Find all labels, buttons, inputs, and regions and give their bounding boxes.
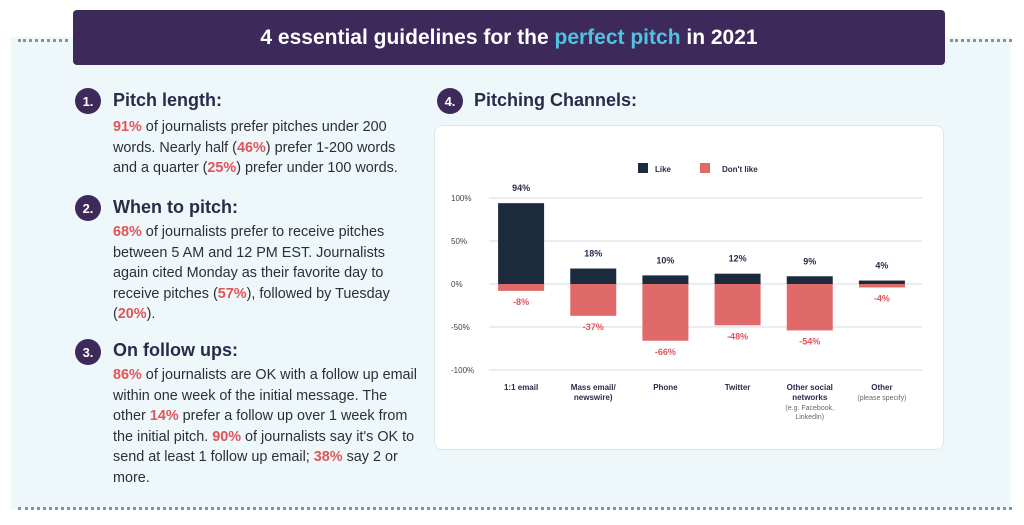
bar-like — [498, 203, 545, 284]
highlight-stat: 20% — [117, 306, 147, 322]
x-category-label: Other social — [787, 383, 833, 392]
dotted-divider — [18, 507, 1012, 510]
highlight-stat: 46% — [236, 139, 266, 156]
paragraph-text: of journalists prefer to receive pitches… — [113, 224, 385, 302]
section-title: When to pitch: — [113, 197, 238, 217]
dotted-divider — [18, 39, 68, 42]
bar-dont-like — [498, 284, 545, 291]
bar-like — [786, 276, 833, 284]
section-number-badge: 3. — [75, 339, 101, 365]
highlight-stat: 14% — [149, 408, 179, 424]
y-tick-label: -100% — [451, 366, 474, 375]
paragraph-text: ), followed by Tuesday ( — [113, 285, 390, 323]
highlight-stat: 91% — [113, 119, 142, 135]
x-category-sublabel: (please specify) — [857, 395, 906, 402]
highlight-stat: 68% — [113, 224, 142, 240]
data-label-like: 9% — [803, 256, 816, 266]
bar-like — [714, 273, 761, 284]
section-paragraph: 91% of journalists prefer pitches under … — [113, 117, 423, 179]
bar-dont-like — [714, 284, 761, 326]
section-title: Pitch length: — [113, 90, 222, 110]
legend-swatch — [700, 163, 710, 173]
legend-swatch — [638, 163, 648, 173]
x-category-label: Phone — [653, 383, 678, 392]
bar-like — [858, 280, 905, 284]
section-paragraph: 86% of journalists are OK with a follow … — [113, 365, 423, 488]
bar-dont-like — [642, 284, 689, 341]
x-category-label: Other — [871, 383, 892, 392]
section-number-badge: 1. — [75, 88, 101, 114]
page-title-text-end: in 2021 — [680, 25, 758, 49]
page-title-highlight: perfect pitch — [554, 25, 681, 49]
chart-card: 100% 50% 0% -50% -100% Like Don't like 94% -8% 1:… — [434, 125, 944, 450]
paragraph-text: ) prefer under 100 words. — [236, 160, 398, 176]
paragraph-text: ) prefer 1-200 words and a quarter ( — [113, 139, 396, 177]
paragraph-text: prefer a follow up over 1 week from the … — [113, 408, 408, 445]
highlight-stat: 86% — [113, 367, 142, 383]
bar-like — [570, 268, 617, 284]
section-title: Pitching Channels: — [474, 90, 638, 110]
highlight-stat: 38% — [313, 449, 343, 465]
paragraph-text: say 2 or more. — [113, 449, 398, 486]
bar-dont-like — [858, 284, 905, 288]
bar-dont-like — [570, 284, 617, 316]
data-label-like: 10% — [656, 255, 674, 265]
data-label-dont-like: -48% — [727, 331, 748, 341]
x-category-label: Mass email/ — [571, 383, 617, 392]
data-label-dont-like: -4% — [874, 293, 890, 303]
paragraph-text: ). — [146, 306, 156, 322]
x-category-sublabel: (e.g. Facebook, — [785, 405, 834, 412]
legend-label: Like — [655, 165, 672, 174]
data-label-like: 94% — [512, 183, 530, 193]
section-number-badge: 4. — [437, 88, 463, 114]
highlight-stat: 90% — [212, 428, 242, 445]
section-paragraph: 68% of journalists prefer to receive pit… — [113, 222, 423, 325]
data-label-like: 18% — [584, 249, 602, 259]
paragraph-text: of journalists say it's OK to send at le… — [113, 428, 415, 466]
y-tick-label: 0% — [451, 280, 463, 289]
x-category-sublabel: LinkedIn) — [795, 414, 824, 421]
data-label-dont-like: -8% — [513, 297, 529, 307]
y-tick-label: 100% — [451, 194, 471, 203]
data-label-dont-like: -66% — [655, 347, 676, 357]
bar-dont-like — [786, 284, 833, 331]
x-category-label: Twitter — [725, 383, 751, 392]
y-tick-label: 50% — [451, 237, 467, 246]
section-title: On follow ups: — [113, 340, 238, 360]
page-title-banner: 4 essential guidelines for the perfect p… — [73, 10, 945, 65]
page-title-text: 4 essential guidelines for the — [260, 25, 555, 49]
dotted-divider — [950, 39, 1012, 42]
bar-like — [642, 275, 689, 284]
highlight-stat: 25% — [207, 160, 237, 176]
paragraph-text: of journalists are OK with a follow up e… — [113, 367, 417, 424]
data-label-dont-like: -54% — [799, 336, 820, 346]
x-category-label: newswire) — [574, 393, 613, 402]
pitching-channels-chart: 100% 50% 0% -50% -100% Like Don't like 94% -8% 1:… — [451, 163, 922, 421]
highlight-stat: 57% — [217, 285, 247, 302]
data-label-dont-like: -37% — [583, 322, 604, 332]
legend-label: Don't like — [722, 165, 758, 174]
x-category-label: networks — [792, 393, 828, 402]
data-label-like: 12% — [729, 254, 747, 264]
x-category-label: 1:1 email — [504, 383, 538, 392]
data-label-like: 4% — [875, 261, 888, 271]
paragraph-text: of journalists prefer pitches under 200 … — [113, 119, 387, 156]
y-tick-label: -50% — [451, 323, 470, 332]
section-number-badge: 2. — [75, 195, 101, 221]
